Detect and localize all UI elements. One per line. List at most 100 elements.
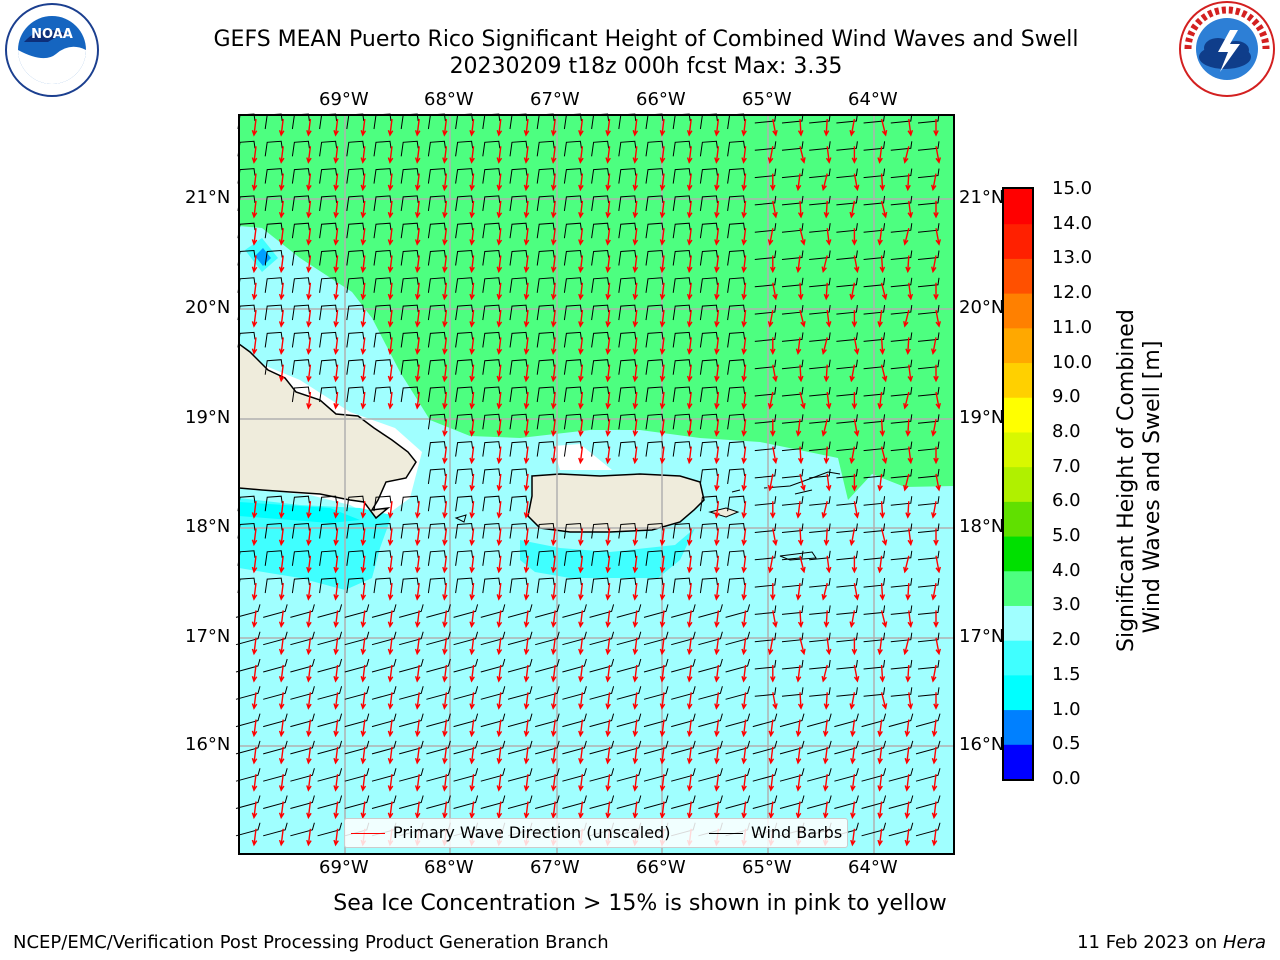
wind-barb [836, 687, 858, 697]
wave-direction-arrow [849, 692, 856, 710]
wave-direction-arrow [278, 228, 285, 246]
wave-direction-arrow [550, 746, 557, 765]
wave-direction-arrow [496, 774, 503, 792]
wave-direction-arrow [851, 310, 858, 328]
wave-direction-arrow [879, 501, 886, 519]
wave-direction-arrow [797, 446, 804, 465]
wave-direction-arrow [442, 528, 448, 547]
wave-direction-arrow [686, 801, 693, 820]
wave-direction-arrow [278, 637, 285, 656]
wave-direction-arrow [278, 118, 285, 137]
wind-barb [643, 686, 669, 700]
wind-barb [346, 304, 365, 321]
wave-direction-arrow [714, 364, 720, 383]
wave-direction-arrow [578, 719, 584, 738]
colorbar-title-line1: Significant Height of Combined [1114, 309, 1139, 652]
wave-direction-arrow [414, 692, 421, 710]
wind-barb [645, 522, 664, 539]
wind-barb [781, 141, 804, 151]
wave-direction-arrow [578, 118, 584, 137]
wave-direction-arrow [904, 774, 911, 792]
wind-barb [536, 413, 555, 430]
wind-barb [373, 359, 392, 375]
wind-barb [809, 414, 831, 424]
wind-barb [643, 658, 669, 673]
wave-direction-arrow [496, 146, 503, 164]
wind-barb [427, 359, 446, 375]
wind-barb [699, 222, 718, 239]
wave-direction-arrow [686, 200, 693, 219]
wind-barb [480, 740, 506, 755]
wave-direction-arrow [387, 801, 394, 820]
wave-direction-arrow [469, 173, 475, 192]
wave-direction-arrow [523, 501, 530, 519]
wave-direction-arrow [387, 528, 394, 547]
wind-barb [917, 659, 940, 670]
wave-direction-arrow [795, 801, 802, 820]
wind-barb [616, 686, 642, 700]
wave-direction-arrow [849, 446, 856, 465]
wave-direction-arrow [333, 255, 339, 274]
wind-barb [863, 223, 886, 233]
wave-direction-arrow [903, 555, 910, 574]
lat-label-left-20n: 20°N [185, 297, 231, 318]
wave-direction-arrow [632, 664, 639, 683]
wind-barb [781, 332, 804, 342]
wave-direction-arrow [306, 364, 312, 383]
wave-direction-arrow [659, 200, 666, 219]
wave-direction-arrow [387, 255, 394, 274]
wind-barb [917, 141, 940, 151]
wind-barb [915, 822, 941, 837]
wave-direction-arrow [360, 664, 367, 683]
lon-label-top-66w: 66°W [636, 89, 686, 110]
wind-barb [809, 578, 831, 588]
wave-direction-arrow [849, 282, 856, 301]
wind-barb [482, 495, 501, 512]
wave-direction-arrow [333, 719, 339, 738]
wave-direction-arrow [360, 391, 367, 410]
wind-barb [373, 577, 392, 594]
wind-barb [863, 305, 886, 315]
wave-direction-arrow [251, 664, 258, 683]
wave-direction-arrow [767, 473, 774, 492]
wind-barb [779, 740, 805, 755]
wave-direction-arrow [714, 200, 720, 219]
wave-direction-arrow [659, 255, 666, 274]
wind-barb [754, 141, 777, 151]
wind-barb [809, 441, 831, 452]
nws-logo-icon [1179, 1, 1275, 97]
wave-direction-arrow [523, 583, 530, 601]
wave-direction-arrow [496, 391, 503, 410]
wind-barb [672, 386, 691, 403]
wind-barb [618, 522, 637, 539]
wave-direction-arrow [714, 228, 720, 246]
wave-direction-arrow [414, 391, 421, 410]
wave-direction-arrow [605, 692, 611, 710]
colorbar-segment [1004, 397, 1032, 433]
wave-direction-arrow [523, 774, 530, 792]
wind-barb [917, 195, 940, 206]
wave-direction-arrow [442, 692, 448, 710]
wind-barb [427, 413, 446, 430]
wave-direction-arrow [550, 391, 557, 410]
wave-direction-arrow [686, 419, 693, 437]
wave-direction-arrow [933, 364, 939, 383]
wind-barb [563, 140, 582, 157]
wind-barb [346, 249, 365, 266]
wind-barb [319, 495, 338, 512]
wind-barb [373, 331, 392, 348]
wave-direction-arrow [879, 337, 886, 356]
wave-direction-arrow [605, 255, 611, 274]
wind-barb [890, 550, 913, 561]
wind-barb [536, 277, 555, 293]
wave-direction-arrow [578, 555, 584, 574]
wind-barb [863, 141, 886, 151]
wind-barb [453, 713, 479, 728]
wave-direction-arrow [851, 392, 858, 410]
wave-direction-arrow [797, 282, 804, 301]
wave-direction-arrow [251, 637, 258, 656]
wave-direction-arrow [578, 173, 584, 192]
wave-direction-arrow [903, 228, 910, 246]
wave-direction-arrow [414, 364, 421, 383]
wind-barb [535, 604, 560, 618]
